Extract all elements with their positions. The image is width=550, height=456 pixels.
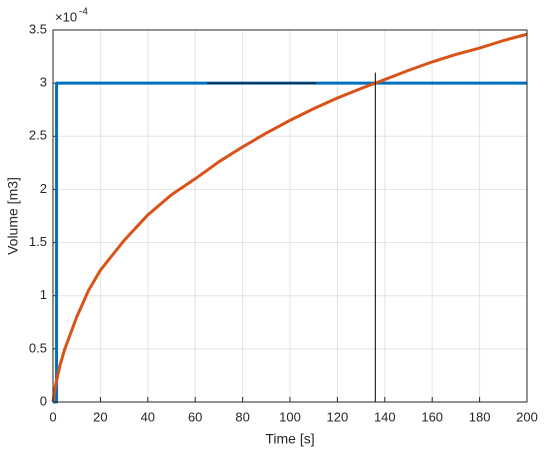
plot-frame (52, 29, 528, 403)
x-tick-label: 0 (49, 409, 56, 424)
y-tick-label: 2.5 (29, 128, 47, 143)
y-tick-label: 3.5 (29, 21, 47, 36)
x-tick-label: 80 (235, 409, 249, 424)
x-tick-label: 200 (516, 409, 538, 424)
y-multiplier: ×10 (55, 9, 77, 24)
y-tick-label: 0.5 (29, 340, 47, 355)
y-tick-label: 0 (40, 393, 47, 408)
y-tick-label: 2 (40, 181, 47, 196)
x-tick-label: 20 (93, 409, 107, 424)
x-axis-label: Time [s] (265, 431, 314, 447)
series-line (51, 32, 528, 403)
x-tick-label: 100 (279, 409, 301, 424)
x-tick-label: 60 (188, 409, 202, 424)
y-multiplier-exponent: -4 (79, 7, 88, 18)
x-tick-label: 160 (421, 409, 443, 424)
y-tick-label: 1 (40, 287, 47, 302)
x-tick-label: 120 (327, 409, 349, 424)
x-tick-label: 140 (374, 409, 396, 424)
x-tick-label: 40 (141, 409, 155, 424)
y-tick-label: 3 (40, 75, 47, 90)
y-axis-label: Volume [m3] (5, 177, 21, 255)
x-tick-label: 180 (469, 409, 491, 424)
y-tick-label: 1.5 (29, 234, 47, 249)
